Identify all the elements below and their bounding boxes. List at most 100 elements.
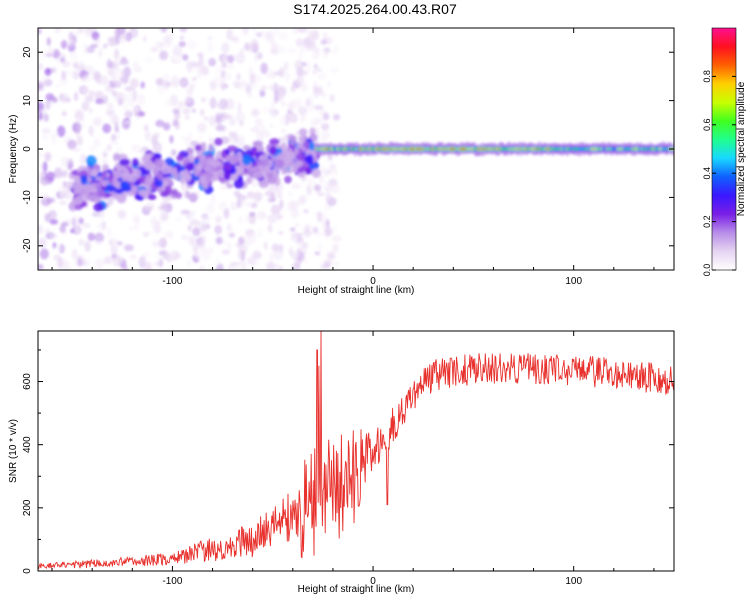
heatmap-cell xyxy=(311,52,319,62)
heatmap-cell xyxy=(179,77,189,88)
heatmap-cell xyxy=(73,258,78,268)
heatmap-cell xyxy=(239,48,245,57)
heatmap-cell xyxy=(198,134,203,140)
heatmap-cell xyxy=(225,54,235,63)
y-tick-label: 200 xyxy=(22,499,33,516)
heatmap-cell xyxy=(232,38,240,44)
heatmap-cell xyxy=(312,226,319,234)
heatmap-cell xyxy=(289,227,296,232)
heatmap-cell xyxy=(54,28,61,34)
heatmap-cell xyxy=(128,226,135,231)
heatmap-cell xyxy=(333,260,340,268)
heatmap-cell xyxy=(55,245,62,251)
heatmap-cell xyxy=(306,176,312,184)
heatmap-cell xyxy=(185,60,194,73)
heatmap-cell xyxy=(126,91,134,104)
heatmap-cell xyxy=(155,78,165,87)
heatmap-cell xyxy=(61,221,69,227)
heatmap-cell xyxy=(180,235,188,241)
heatmap-cell xyxy=(228,154,240,165)
colorbar-tick-label: 0.0 xyxy=(702,264,712,277)
heatmap-cell xyxy=(267,223,273,233)
y-tick-label: 20 xyxy=(22,46,33,58)
heatmap-cell xyxy=(123,244,134,252)
heatmap-cell xyxy=(88,90,96,97)
heatmap-cell xyxy=(58,184,66,195)
heatmap-cell xyxy=(154,254,165,259)
heatmap-cell xyxy=(322,50,329,59)
heatmap-cell xyxy=(130,78,139,89)
heatmap-cell xyxy=(45,93,55,101)
heatmap-cell xyxy=(88,96,93,104)
heatmap-cell xyxy=(314,104,324,111)
heatmap-cell xyxy=(88,145,97,153)
heatmap-cell xyxy=(201,66,209,76)
heatmap-cell xyxy=(235,135,245,147)
y-tick-label: 0 xyxy=(22,568,33,574)
heatmap-cell xyxy=(52,242,57,249)
heatmap-cell xyxy=(177,100,185,110)
heatmap-cell xyxy=(331,243,339,253)
heatmap-cell xyxy=(144,261,152,270)
heatmap-cell xyxy=(162,36,171,44)
heatmap-cell xyxy=(279,115,288,127)
heatmap-cell xyxy=(38,62,44,71)
heatmap-cell xyxy=(302,258,309,264)
heatmap-cell xyxy=(294,130,300,139)
heatmap-cell xyxy=(111,76,119,83)
heatmap-cell xyxy=(61,110,67,117)
heatmap-cell xyxy=(38,83,43,89)
heatmap-cell xyxy=(283,61,289,71)
heatmap-cell xyxy=(215,150,223,162)
heatmap-cell xyxy=(52,97,58,103)
heatmap-cell xyxy=(175,192,183,199)
x-tick-label: 0 xyxy=(370,276,376,287)
heatmap-cell xyxy=(314,184,322,193)
heatmap-cell xyxy=(271,41,279,49)
heatmap-cell xyxy=(246,256,256,265)
heatmap-cell xyxy=(39,51,46,60)
heatmap-cell xyxy=(125,32,132,42)
heatmap-cell xyxy=(137,93,146,105)
heatmap-cell xyxy=(207,36,213,41)
heatmap-cell xyxy=(246,92,253,99)
heatmap-cell xyxy=(235,111,246,124)
heatmap-cell xyxy=(214,224,223,235)
heatmap-cell xyxy=(201,178,210,190)
heatmap-cell xyxy=(298,78,306,88)
heatmap-cell xyxy=(112,254,122,267)
heatmap-cell xyxy=(245,214,250,223)
heatmap-cell xyxy=(131,144,142,153)
heatmap-cell xyxy=(114,134,121,139)
heatmap-cell xyxy=(88,125,94,136)
heatmap-cell xyxy=(323,259,333,265)
spectrogram-y-axis-label: Frequency (Hz) xyxy=(8,115,19,184)
heatmap-cell xyxy=(221,249,231,255)
heatmap-cell xyxy=(93,138,101,147)
heatmap-cell xyxy=(323,180,330,189)
heatmap-cell xyxy=(56,125,66,138)
heatmap-cell xyxy=(132,214,141,223)
heatmap-cell xyxy=(251,231,257,244)
heatmap-cell xyxy=(276,89,284,102)
colorbar-tick-label: 0.6 xyxy=(702,119,712,132)
snr-x-ticks: -100 0 100 xyxy=(51,331,655,587)
heatmap-cell xyxy=(306,95,314,106)
heatmap-cell xyxy=(121,77,129,85)
y-tick-label: 600 xyxy=(22,373,33,390)
heatmap-cell xyxy=(84,240,91,252)
heatmap-cell xyxy=(214,137,223,146)
heatmap-cell xyxy=(94,90,104,101)
heatmap-cell xyxy=(305,154,314,165)
heatmap-cell xyxy=(152,240,162,248)
heatmap-cell xyxy=(246,176,253,185)
heatmap-cell xyxy=(115,28,121,38)
heatmap-cell xyxy=(64,69,74,76)
heatmap-cell xyxy=(223,169,231,181)
heatmap-cell xyxy=(313,63,318,69)
heatmap-cell xyxy=(170,149,177,157)
heatmap-cell xyxy=(233,179,245,189)
colorbar-ticks: 0.0 0.2 0.4 0.6 0.8 xyxy=(702,70,736,276)
